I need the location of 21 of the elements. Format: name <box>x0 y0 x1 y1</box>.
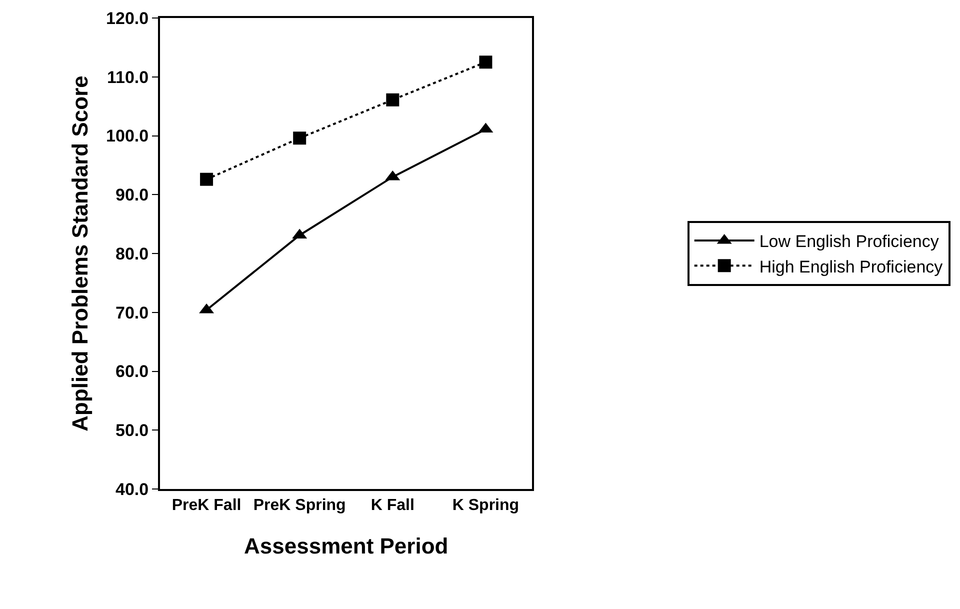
point <box>293 132 306 145</box>
y-tick-label: 80.0 <box>116 244 149 264</box>
x-tick-label: K Spring <box>452 497 520 514</box>
point <box>479 56 492 69</box>
x-tick-label: PreK Fall <box>172 497 242 514</box>
legend-label: Low English Proficiency <box>759 232 940 252</box>
point <box>200 172 214 186</box>
x-tick-label: K Fall <box>370 497 414 514</box>
y-axis-title: Applied Problems Standard Score <box>67 76 92 432</box>
y-tick-label: 60.0 <box>116 362 149 382</box>
y-tick-label: 90.0 <box>116 186 149 205</box>
x-axis-title: Assessment Period <box>244 534 448 559</box>
point <box>386 93 400 106</box>
y-tick-label: 120.0 <box>106 8 149 28</box>
legend-label: High English Proficiency <box>759 257 944 276</box>
x-tick-label: PreK Spring <box>253 497 346 514</box>
y-tick-label: 110.0 <box>106 68 149 87</box>
y-tick-label: 50.0 <box>116 421 149 440</box>
y-tick-label: 100.0 <box>106 126 149 146</box>
y-tick-label: 40.0 <box>116 480 149 499</box>
y-tick-label: 70.0 <box>116 303 149 322</box>
